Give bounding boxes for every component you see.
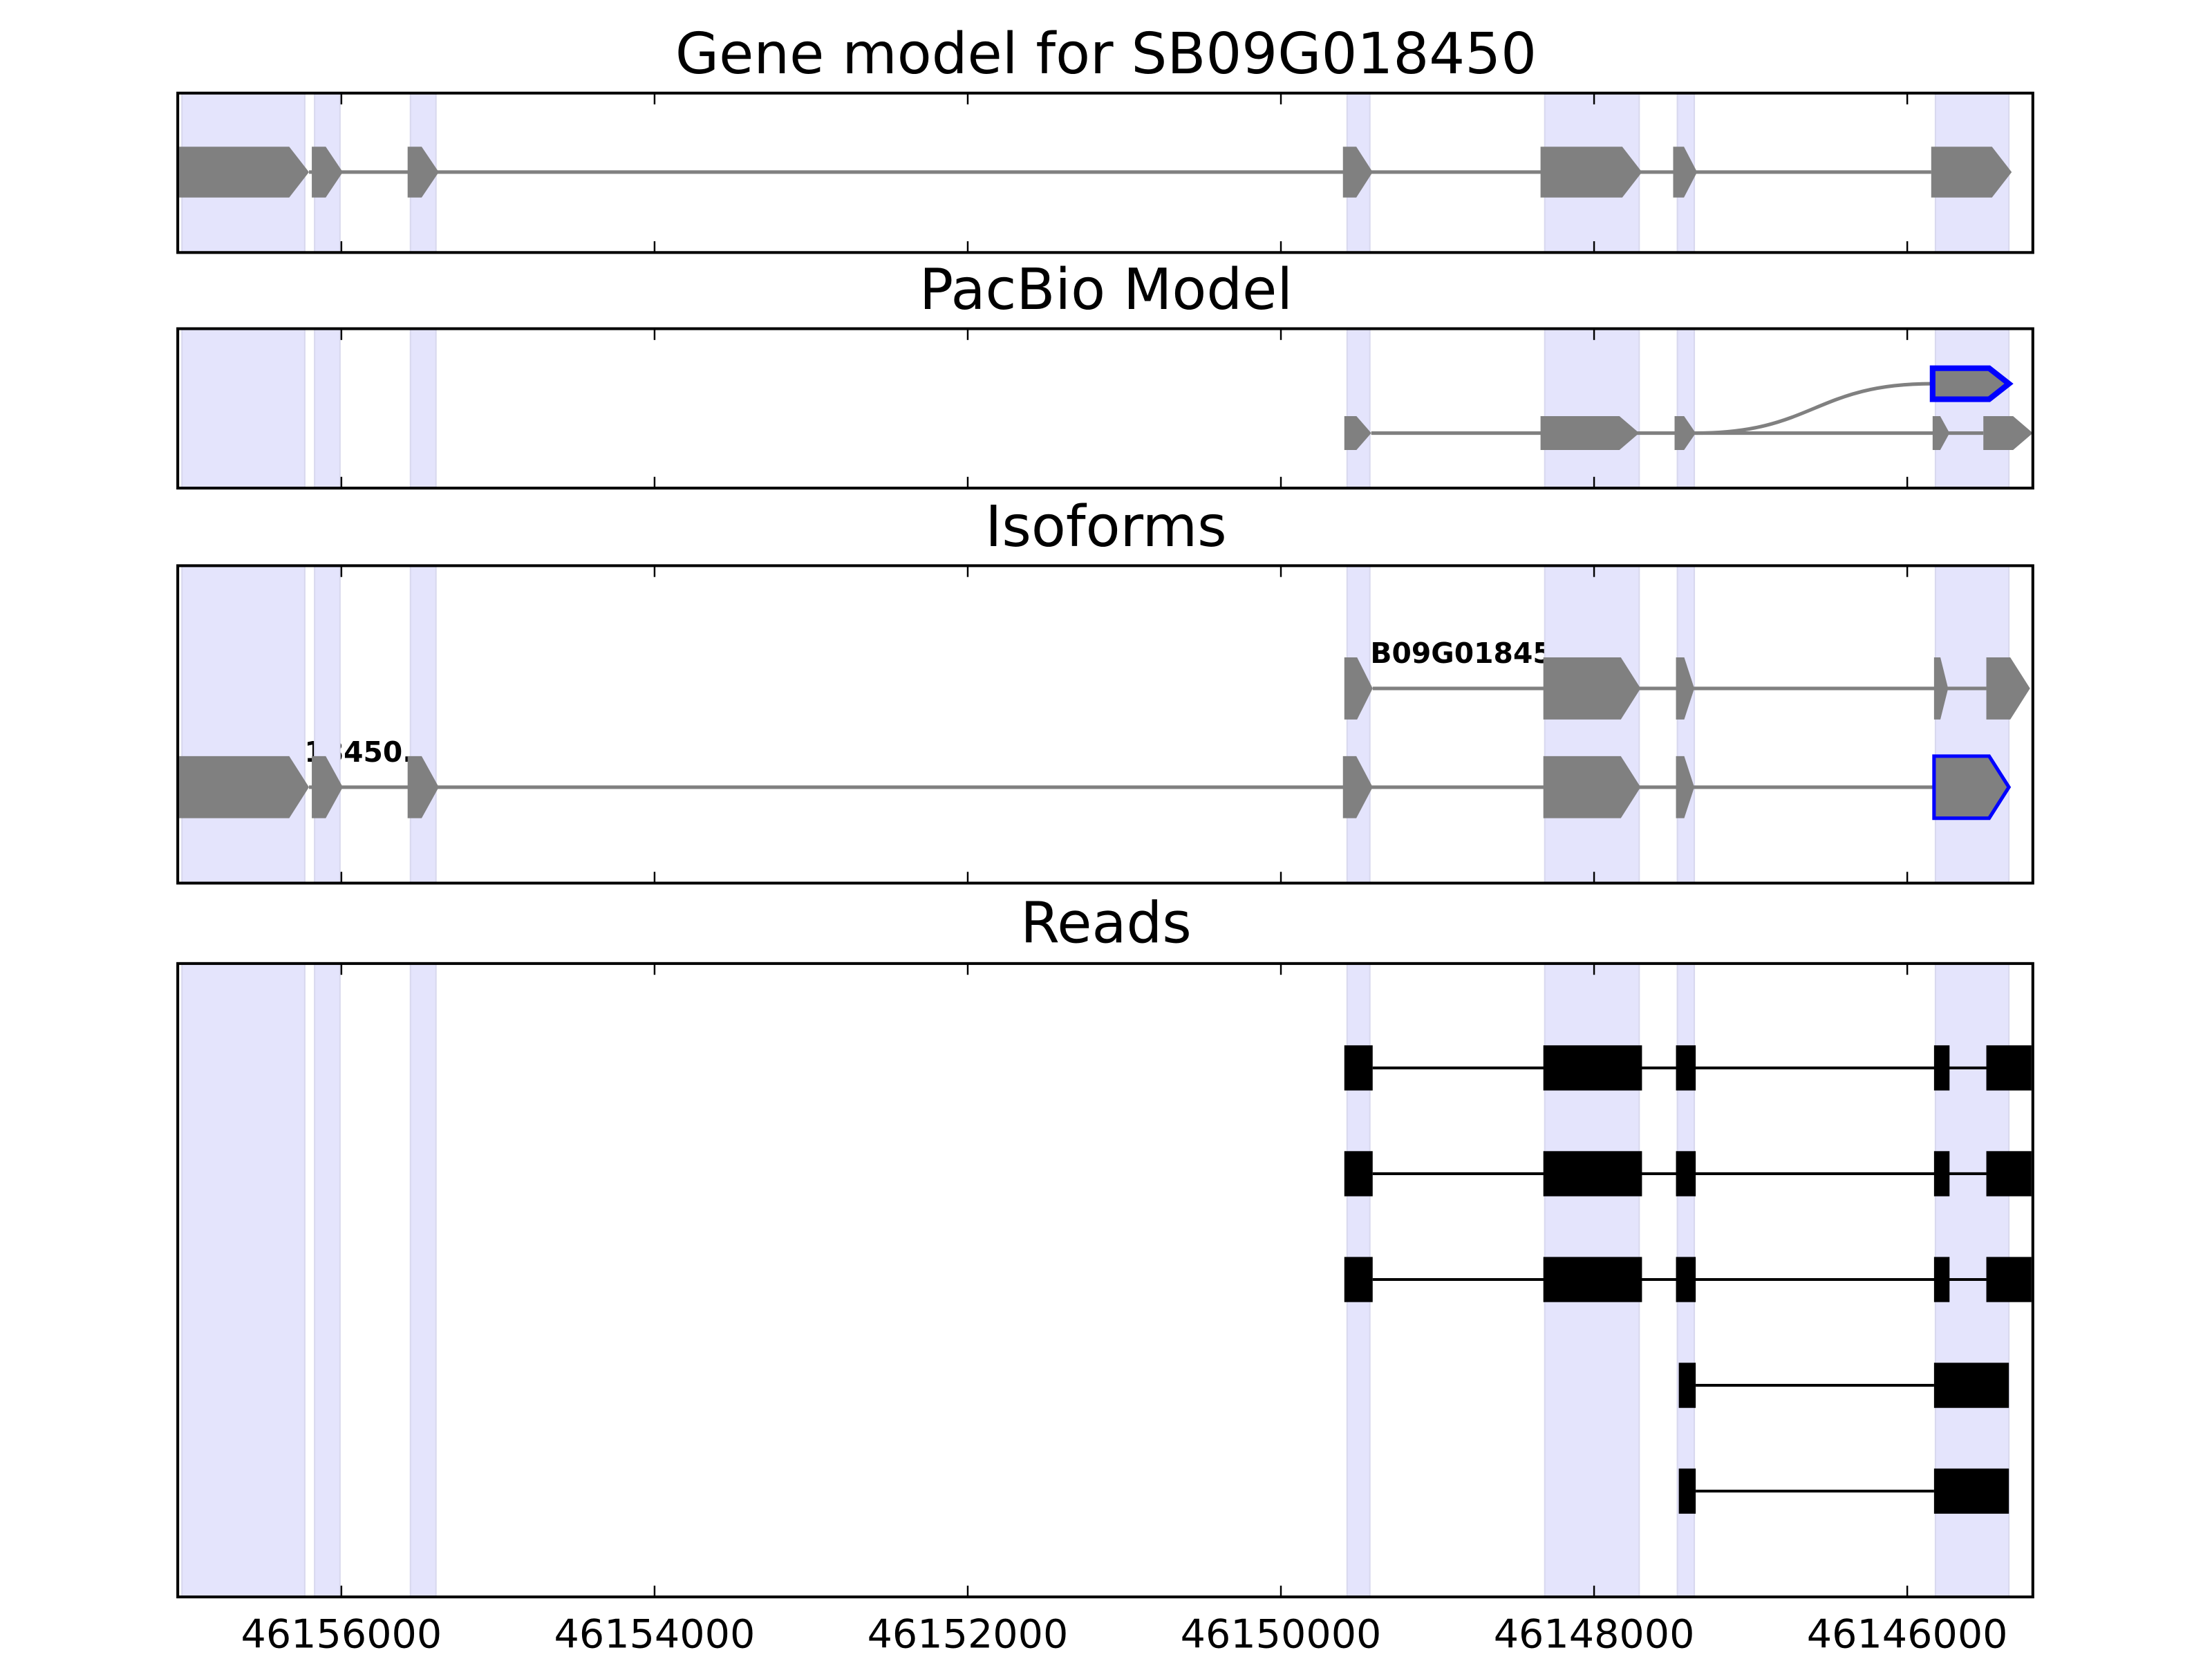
read-block (1678, 1468, 1696, 1514)
exon (312, 147, 343, 198)
exon (407, 147, 439, 198)
shaded-region (1346, 328, 1371, 489)
exon (1540, 416, 1640, 451)
read-block (1543, 1257, 1642, 1302)
panel-title-isoforms: Isoforms (985, 494, 1226, 560)
panel-frame (176, 564, 2034, 885)
exon-highlighted (1929, 365, 2014, 402)
exon (1540, 147, 1642, 198)
shaded-region (1934, 565, 2010, 884)
exon (179, 756, 309, 818)
exon (1676, 657, 1695, 720)
exon (1983, 416, 2033, 451)
read-block (1676, 1257, 1696, 1302)
panel-0 (176, 91, 2034, 254)
read-block (1933, 1257, 1950, 1302)
x-tick-label: 46150000 (1181, 1612, 1382, 1658)
read-block (1933, 1468, 2009, 1514)
read-block (1344, 1151, 1373, 1197)
shaded-region (1544, 565, 1640, 884)
exon (1342, 147, 1373, 198)
shaded-region (181, 962, 306, 1598)
exon (1933, 657, 1949, 720)
shaded-region (1676, 328, 1696, 489)
read-block (1676, 1045, 1696, 1091)
read-block (1986, 1151, 2032, 1197)
x-tick-label: 46146000 (1807, 1612, 2008, 1658)
read-block (1344, 1045, 1373, 1091)
shaded-region (181, 328, 306, 489)
panel-2 (176, 564, 2034, 885)
read-block (1986, 1257, 2032, 1302)
splice-connector (1695, 382, 1933, 435)
exon (1342, 756, 1373, 818)
exon (312, 756, 343, 818)
shaded-region (181, 565, 306, 884)
x-tick-label: 46148000 (1494, 1612, 1695, 1658)
x-tick-label: 46152000 (868, 1612, 1069, 1658)
exon (1986, 657, 2030, 720)
read-block (1986, 1045, 2032, 1091)
exon (1543, 657, 1641, 720)
read-block (1676, 1151, 1696, 1197)
exon-highlighted (1932, 754, 2012, 821)
panel-3 (176, 962, 2034, 1599)
panel-title-gene-model: Gene model for SB09G018450 (675, 21, 1537, 87)
shaded-region (409, 565, 437, 884)
exon (1344, 657, 1373, 720)
exon (1543, 756, 1641, 818)
shaded-region (1676, 565, 1696, 884)
read-block (1543, 1045, 1642, 1091)
panel-frame (176, 327, 2034, 490)
shaded-region (314, 565, 341, 884)
shaded-region (409, 328, 437, 489)
read-block (1933, 1362, 2009, 1408)
shaded-region (314, 328, 341, 489)
shaded-region (1346, 565, 1371, 884)
shaded-region (409, 962, 437, 1598)
exon (179, 147, 309, 198)
exon (1932, 416, 1950, 451)
panel-frame (176, 91, 2034, 254)
exon (1673, 147, 1698, 198)
panel-frame (176, 962, 2034, 1599)
exon (1931, 147, 2012, 198)
x-tick-label: 46154000 (554, 1612, 756, 1658)
read-block (1543, 1151, 1642, 1197)
read-block (1933, 1151, 1950, 1197)
exon (1344, 416, 1371, 451)
read-block (1678, 1362, 1696, 1408)
x-tick-label: 46156000 (241, 1612, 442, 1658)
exon (407, 756, 439, 818)
panel-title-reads: Reads (1020, 890, 1192, 956)
read-block (1344, 1257, 1373, 1302)
panel-1 (176, 327, 2034, 490)
exon (1676, 756, 1695, 818)
shaded-region (314, 962, 341, 1598)
shaded-region (1544, 328, 1640, 489)
read-block (1933, 1045, 1950, 1091)
panel-title-pacbio: PacBio Model (919, 257, 1293, 323)
shaded-region (1934, 328, 2010, 489)
exon (1674, 416, 1696, 451)
